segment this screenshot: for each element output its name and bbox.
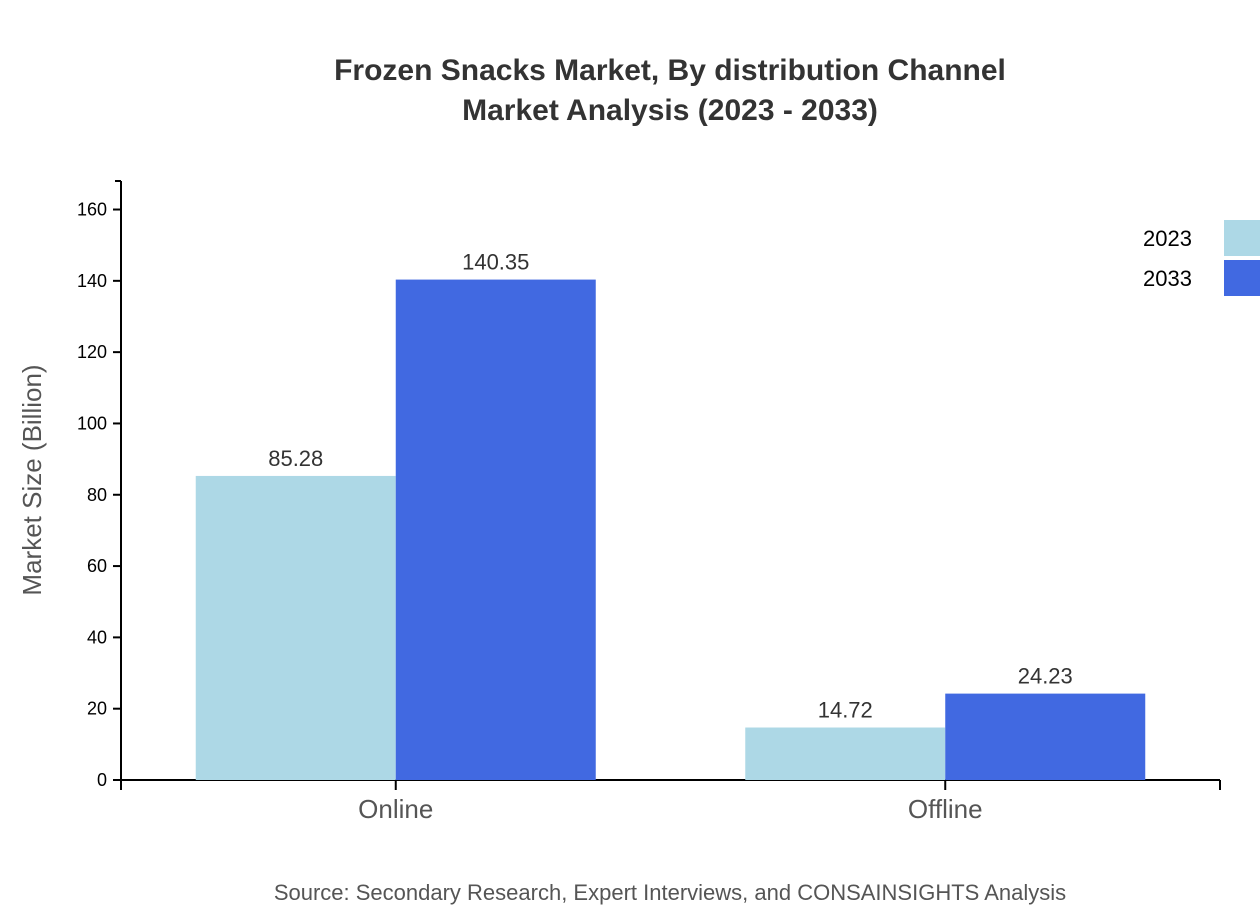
x-tick-label: Offline [908,794,983,824]
y-tick-label: 0 [97,770,107,790]
data-label: 24.23 [1018,664,1073,689]
y-tick-label: 20 [87,699,107,719]
legend-swatch-2033 [1224,260,1260,296]
y-axis-label: Market Size (Billion) [17,364,47,595]
legend-swatch-2023 [1224,220,1260,256]
legend-label-2033: 2033 [1143,266,1192,291]
legend-label-2023: 2023 [1143,226,1192,251]
y-tick-label: 80 [87,485,107,505]
source-note: Source: Secondary Research, Expert Inter… [274,880,1066,905]
bar-2023-online [195,475,396,780]
bar-2033-offline [945,693,1146,780]
bar-2033-online [395,279,596,780]
data-label: 14.72 [818,698,873,723]
data-label: 85.28 [268,446,323,471]
y-tick-label: 40 [87,627,107,647]
data-label: 140.35 [462,250,529,275]
y-tick-label: 120 [77,342,107,362]
y-tick-label: 160 [77,200,107,220]
bar-2023-offline [745,727,946,780]
x-tick-label: Online [358,794,433,824]
y-tick-label: 60 [87,556,107,576]
chart-title-line-1: Frozen Snacks Market, By distribution Ch… [334,54,1006,87]
chart-title-line-2: Market Analysis (2023 - 2033) [462,94,878,127]
y-tick-label: 140 [77,271,107,291]
y-tick-label: 100 [77,413,107,433]
